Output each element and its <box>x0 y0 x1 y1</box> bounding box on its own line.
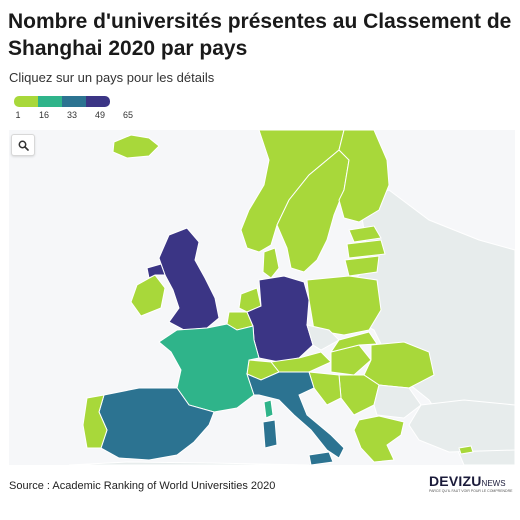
country-estonia[interactable] <box>348 225 382 243</box>
country-corsica[interactable] <box>263 399 274 419</box>
country-czechia[interactable] <box>306 324 340 351</box>
chart-title: Nombre d'universités présentes au Classe… <box>8 10 512 60</box>
country-poland[interactable] <box>306 275 382 336</box>
map-area <box>9 130 515 465</box>
country-united-kingdom[interactable] <box>158 227 220 331</box>
country-iceland[interactable] <box>112 134 160 159</box>
logo-suffix: NEWS <box>481 479 506 488</box>
devizu-logo[interactable]: DEVIZUNEWS PARCE QU'IL FAUT VOIR POUR LE… <box>429 473 513 497</box>
legend-swatch-2 <box>38 96 62 107</box>
country-cyprus[interactable] <box>458 445 474 455</box>
country-denmark[interactable] <box>262 247 280 279</box>
country-northern-ireland[interactable] <box>146 263 166 279</box>
country-lithuania[interactable] <box>344 255 380 277</box>
region-north-africa <box>68 461 310 465</box>
legend-tick: 33 <box>66 110 78 120</box>
legend-swatch-4 <box>86 96 110 107</box>
country-portugal[interactable] <box>82 394 108 449</box>
country-sicily[interactable] <box>308 451 334 465</box>
country-italy[interactable] <box>246 371 345 459</box>
europe-map <box>68 130 515 465</box>
country-bulgaria[interactable] <box>373 384 422 419</box>
logo-tagline: PARCE QU'IL FAUT VOIR POUR LE COMPRENDRE <box>429 489 513 493</box>
logo-main-text: DEVIZU <box>429 473 482 489</box>
legend-swatch-1 <box>14 96 38 107</box>
chart-subtitle: Cliquez sur un pays pour les détails <box>9 70 215 85</box>
country-ireland[interactable] <box>130 274 166 317</box>
legend-tick: 16 <box>38 110 50 120</box>
country-greece[interactable] <box>353 415 405 463</box>
legend-bar <box>14 96 134 107</box>
country-latvia[interactable] <box>346 239 386 259</box>
zoom-button[interactable] <box>11 134 35 156</box>
country-finland[interactable] <box>338 130 390 223</box>
legend-swatch-3 <box>62 96 86 107</box>
country-slovakia[interactable] <box>329 331 378 353</box>
legend-tick: 49 <box>94 110 106 120</box>
search-icon <box>18 140 29 151</box>
color-legend: 1 16 33 49 65 <box>14 96 134 122</box>
source-note: Source : Academic Ranking of World Unive… <box>9 480 276 492</box>
country-sardinia[interactable] <box>262 419 278 449</box>
legend-tick: 65 <box>122 110 134 120</box>
legend-tick: 1 <box>15 110 21 120</box>
country-turkey <box>408 399 515 453</box>
country-serbia[interactable] <box>338 374 380 416</box>
